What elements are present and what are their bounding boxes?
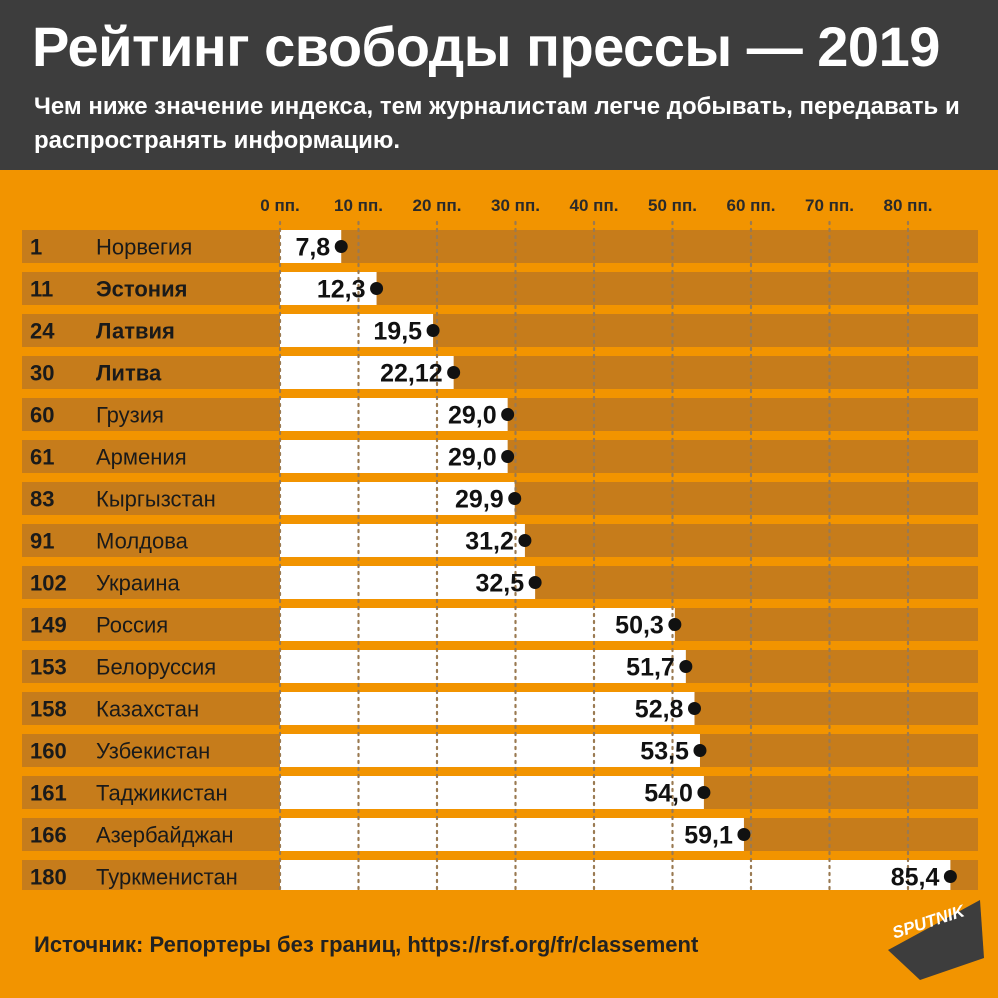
value-label: 29,0	[448, 444, 497, 472]
bar	[280, 608, 675, 641]
value-label: 29,0	[448, 402, 497, 430]
rank-label: 149	[30, 613, 67, 638]
country-label: Литва	[96, 361, 162, 386]
value-dot	[426, 324, 440, 337]
country-label: Казахстан	[96, 697, 199, 722]
value-dot	[668, 618, 682, 631]
bar	[280, 314, 434, 347]
value-dot	[693, 744, 707, 757]
bar	[280, 776, 704, 809]
rank-label: 160	[30, 739, 67, 764]
rank-label: 102	[30, 571, 67, 596]
bar	[280, 398, 508, 431]
country-label: Азербайджан	[96, 823, 234, 848]
country-label: Украина	[96, 571, 181, 596]
value-label: 32,5	[475, 570, 524, 598]
bar	[280, 650, 686, 683]
bar	[280, 440, 508, 473]
rank-label: 11	[30, 277, 53, 302]
country-label: Туркменистан	[96, 865, 238, 890]
country-label: Таджикистан	[96, 781, 228, 806]
rank-label: 161	[30, 781, 67, 806]
bar	[280, 818, 744, 851]
bar	[280, 734, 700, 767]
country-label: Кыргызстан	[96, 487, 216, 512]
value-dot	[737, 828, 751, 841]
country-label: Эстония	[96, 277, 187, 302]
value-dot	[447, 366, 461, 379]
country-label: Латвия	[96, 319, 175, 344]
press-freedom-chart: 0 пп. 10 пп. 20 пп. 30 пп. 40 пп. 50 пп. 60 пп…	[22, 196, 978, 891]
value-label: 52,8	[635, 696, 684, 724]
tick-label: 10 пп.	[334, 196, 383, 215]
page-subtitle: Чем ниже значение индекса, тем журналист…	[34, 93, 960, 154]
rank-label: 24	[30, 319, 55, 344]
tick-label: 40 пп.	[570, 196, 619, 215]
value-dot	[528, 576, 542, 589]
sputnik-logo-icon	[880, 888, 990, 988]
header: Рейтинг свободы прессы — 2019 Чем ниже з…	[0, 0, 998, 170]
rank-label: 153	[30, 655, 67, 680]
tick-label: 80 пп.	[884, 196, 933, 215]
value-dot	[697, 786, 711, 799]
tick-label: 70 пп.	[805, 196, 854, 215]
bar	[280, 272, 377, 305]
source-note: Источник: Репортеры без границ, https://…	[34, 932, 699, 957]
value-dot	[943, 870, 957, 883]
rank-label: 91	[30, 529, 54, 554]
value-label: 31,2	[465, 528, 514, 556]
value-label: 50,3	[615, 612, 664, 640]
country-label: Узбекистан	[96, 739, 210, 764]
value-label: 22,12	[380, 360, 443, 388]
page-title: Рейтинг свободы прессы — 2019	[32, 15, 940, 78]
country-label: Россия	[96, 613, 168, 638]
bar	[280, 860, 951, 890]
bar	[280, 482, 515, 515]
country-label: Белоруссия	[96, 655, 216, 680]
rank-label: 30	[30, 361, 54, 386]
tick-label: 30 пп.	[491, 196, 540, 215]
value-label: 85,4	[891, 864, 940, 891]
rank-label: 158	[30, 697, 67, 722]
tick-label: 50 пп.	[648, 196, 697, 215]
rank-label: 166	[30, 823, 67, 848]
value-dot	[501, 450, 515, 463]
value-dot	[508, 492, 522, 505]
value-label: 54,0	[644, 780, 693, 808]
row-background	[22, 356, 978, 389]
country-label: Норвегия	[96, 235, 192, 260]
value-dot	[679, 660, 693, 673]
row-background	[22, 230, 978, 263]
bar	[280, 566, 536, 599]
bar	[280, 230, 342, 263]
value-label: 12,3	[317, 276, 366, 304]
country-label: Армения	[96, 445, 187, 470]
value-label: 59,1	[684, 822, 733, 850]
country-label: Грузия	[96, 403, 164, 428]
value-label: 53,5	[640, 738, 689, 766]
value-dot	[370, 282, 384, 295]
value-label: 7,8	[295, 234, 330, 262]
rank-label: 1	[30, 235, 42, 260]
rank-label: 60	[30, 403, 54, 428]
rank-label: 83	[30, 487, 54, 512]
value-dot	[687, 702, 701, 715]
value-label: 29,9	[455, 486, 504, 514]
value-label: 19,5	[373, 318, 422, 346]
bar	[280, 356, 454, 389]
row-background	[22, 272, 978, 305]
row-background	[22, 314, 978, 347]
bar	[280, 524, 525, 557]
country-label: Молдова	[96, 529, 189, 554]
value-dot	[501, 408, 515, 421]
value-dot	[518, 534, 532, 547]
rank-label: 180	[30, 865, 67, 890]
value-dot	[334, 240, 348, 253]
value-label: 51,7	[626, 654, 675, 682]
tick-label: 20 пп.	[413, 196, 462, 215]
rank-label: 61	[30, 445, 54, 470]
bar	[280, 692, 695, 725]
tick-label: 0 пп.	[260, 196, 299, 215]
tick-label: 60 пп.	[727, 196, 776, 215]
